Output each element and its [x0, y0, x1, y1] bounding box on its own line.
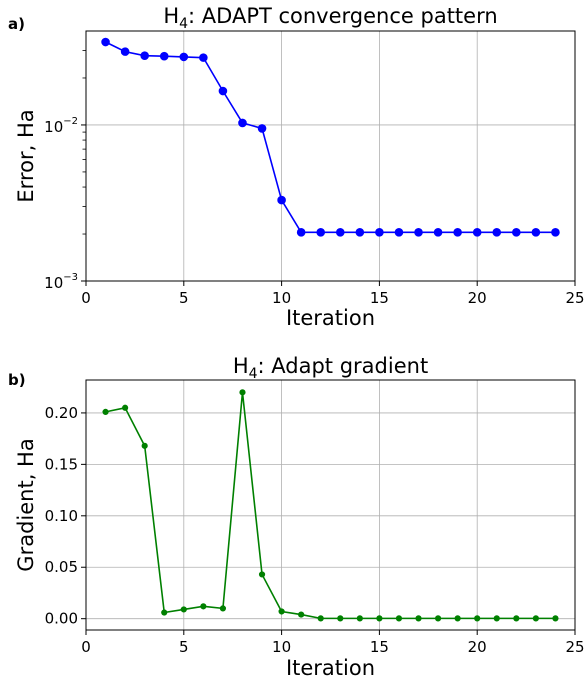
panel-a-data-point: [394, 228, 404, 237]
panel-b-data-point: [141, 442, 148, 449]
panel-a-data-point: [277, 195, 286, 205]
panel-a-data-point: [335, 228, 345, 237]
panel-a-data-point: [159, 51, 169, 61]
panel-a-x-tick-label: 10: [272, 289, 291, 307]
panel-b-data-point: [356, 615, 363, 622]
panel-a-data-point: [179, 52, 189, 62]
panel-a-x-tick-label: 15: [370, 289, 389, 307]
panel-a-data-point: [316, 228, 326, 237]
panel-a-data-point: [375, 228, 384, 237]
panel-b-data-point: [239, 389, 246, 396]
panel-a-data-point: [433, 228, 443, 237]
panel-a-y-axis-label: Error, Ha: [14, 109, 38, 202]
panel-b-data-point: [474, 615, 481, 622]
panel-a-data-point: [101, 37, 110, 47]
panel-a-data-point: [257, 124, 267, 133]
panel-b-data-point: [102, 408, 109, 415]
panel-b-data-point: [317, 615, 324, 622]
panel-b-x-axis-label: Iteration: [286, 656, 375, 679]
panel-a-label: a): [8, 15, 25, 33]
panel-b-x-tick-label: 5: [179, 638, 189, 656]
panel-a-data-point: [472, 228, 482, 237]
panel-a-data-point: [512, 228, 521, 237]
panel-a-data-point: [492, 228, 502, 237]
panel-b-data-point: [200, 603, 207, 610]
panel-a-x-tick-label: 20: [468, 289, 487, 307]
panel-a-data-point: [120, 47, 130, 56]
panel-b-data-point: [258, 571, 266, 578]
panel-b-y-axis-label: Gradient, Ha: [14, 438, 38, 571]
panel-a-x-tick-label: 0: [81, 289, 91, 307]
panel-b-data-point: [434, 615, 442, 622]
panel-b-data-point: [493, 615, 500, 622]
panel-a-data-point: [199, 53, 208, 62]
panel-a-title: H4: ADAPT convergence pattern: [163, 4, 497, 32]
panel-a-x-tick-label: 5: [179, 289, 189, 307]
panel-a-y-tick-label: 10−3: [44, 272, 78, 292]
panel-a-axes-frame: [85, 30, 576, 282]
panel-b-x-tick-label: 20: [468, 638, 487, 656]
panel-b-axes-frame: [85, 379, 576, 631]
panel-a-x-tick-label: 25: [565, 289, 584, 307]
panel-b-data-point: [532, 615, 539, 622]
panel-a-data-point: [296, 228, 306, 237]
panel-a-data-point: [355, 228, 365, 237]
panel-b-x-tick-label: 25: [565, 638, 584, 656]
panel-b-series-line: [105, 392, 556, 620]
panel-b-data-point: [415, 615, 422, 622]
panel-a-data-point: [238, 118, 247, 128]
panel-b-data-point: [122, 404, 129, 411]
panel-a-series-line: [105, 41, 556, 234]
panel-b-data-point: [298, 611, 305, 618]
panel-a-data-point: [531, 228, 541, 237]
panel-b-x-tick-label: 15: [370, 638, 389, 656]
panel-b-data-point: [376, 615, 383, 622]
panel-b-data-point: [180, 606, 187, 613]
panel-b-data-point: [337, 615, 344, 622]
panel-a-data-point: [218, 86, 228, 96]
panel-b-x-tick-label: 0: [81, 638, 91, 656]
panel-b-y-tick-label: 0.00: [45, 610, 78, 628]
panel-a-data-point: [551, 228, 560, 237]
panel-a-y-tick-label: 10−2: [44, 116, 78, 136]
panel-b-y-tick-label: 0.15: [45, 455, 78, 473]
panel-b-y-tick-label: 0.20: [45, 404, 78, 422]
panel-b-data-point: [395, 615, 403, 622]
panel-b-y-tick-label: 0.10: [45, 507, 78, 525]
panel-b-y-tick-label: 0.05: [45, 558, 78, 576]
panel-b-data-point: [513, 615, 520, 622]
panel-b-data-point: [454, 615, 461, 622]
panel-b-label: b): [8, 371, 26, 389]
panel-a-data-point: [140, 51, 149, 60]
panel-a-data-point: [453, 228, 462, 237]
panel-b-data-point: [552, 615, 559, 622]
panel-a-x-axis-label: Iteration: [286, 306, 375, 330]
panel-a-data-point: [414, 228, 423, 237]
panel-b-data-point: [161, 609, 168, 616]
panel-b-data-point: [219, 605, 227, 612]
panel-b-x-tick-label: 10: [272, 638, 291, 656]
panel-b-title: H4: Adapt gradient: [233, 354, 428, 382]
panel-b-data-point: [278, 608, 285, 615]
